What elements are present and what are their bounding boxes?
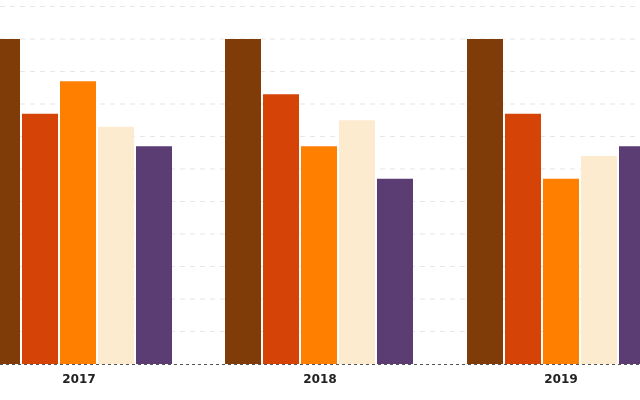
- bar-2018-series-5: [377, 178, 413, 364]
- bar-2019-series-3: [543, 178, 579, 364]
- bar-2017-series-1: [0, 39, 20, 364]
- bar-2018-series-1: [225, 39, 261, 364]
- x-axis-ticks: 2017 2018 2019: [62, 372, 577, 386]
- x-tick-label-2018: 2018: [303, 372, 336, 386]
- bar-2019-series-1: [467, 39, 503, 364]
- bars: [0, 39, 640, 364]
- bar-2019-series-5: [619, 146, 640, 364]
- bar-2017-series-4: [98, 126, 134, 364]
- bar-2018-series-4: [339, 120, 375, 364]
- x-tick-label-2019: 2019: [544, 372, 577, 386]
- bar-2019-series-4: [581, 156, 617, 364]
- bar-2019-series-2: [505, 113, 541, 364]
- bar-2017-series-3: [60, 81, 96, 364]
- bar-2017-series-5: [136, 146, 172, 364]
- bar-2018-series-3: [301, 146, 337, 364]
- bar-2018-series-2: [263, 94, 299, 364]
- bar-2017-series-2: [22, 113, 58, 364]
- x-tick-label-2017: 2017: [62, 372, 95, 386]
